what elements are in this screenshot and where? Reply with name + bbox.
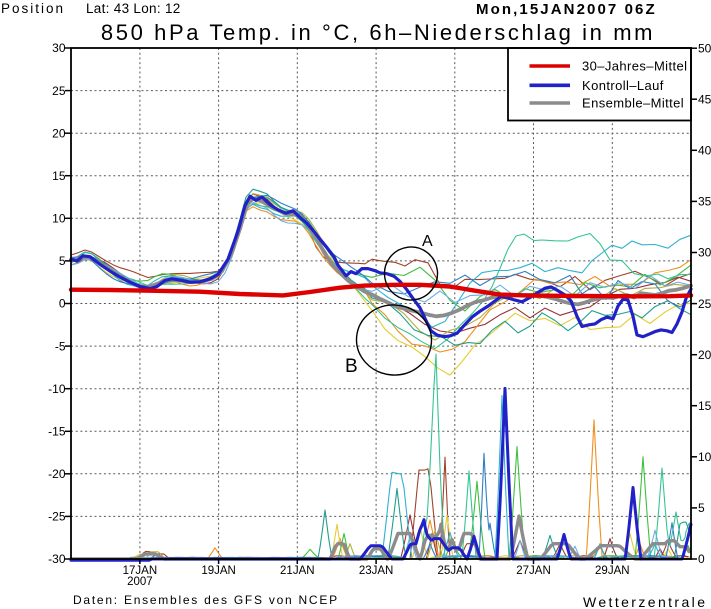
svg-text:Kontroll–Lauf: Kontroll–Lauf (582, 78, 664, 93)
svg-text:0: 0 (59, 297, 66, 311)
svg-text:Wetterzentrale: Wetterzentrale (583, 594, 707, 609)
svg-text:-5: -5 (55, 339, 66, 353)
svg-text:Mon,15JAN2007 06Z: Mon,15JAN2007 06Z (476, 1, 657, 18)
svg-text:19JAN: 19JAN (201, 565, 236, 577)
svg-text:20: 20 (52, 126, 66, 140)
svg-text:20: 20 (698, 348, 711, 362)
svg-text:30: 30 (698, 246, 711, 260)
svg-text:15: 15 (52, 169, 66, 183)
svg-text:29JAN: 29JAN (595, 565, 630, 577)
svg-text:-20: -20 (48, 467, 66, 481)
svg-text:-30: -30 (48, 552, 66, 566)
svg-text:40: 40 (698, 144, 711, 158)
svg-text:30–Jahres–Mittel: 30–Jahres–Mittel (582, 59, 687, 74)
svg-text:Ensemble–Mittel: Ensemble–Mittel (582, 96, 684, 111)
svg-text:5: 5 (59, 254, 66, 268)
svg-text:25: 25 (698, 297, 711, 311)
svg-text:17JAN: 17JAN (123, 565, 158, 577)
svg-text:2007: 2007 (127, 576, 153, 588)
svg-text:21JAN: 21JAN (280, 565, 315, 577)
svg-text:45: 45 (698, 92, 711, 106)
svg-text:Lat: 43 Lon: 12: Lat: 43 Lon: 12 (86, 1, 181, 16)
svg-text:-25: -25 (48, 510, 66, 524)
svg-text:25: 25 (52, 84, 66, 98)
svg-text:50: 50 (698, 41, 711, 55)
svg-text:25JAN: 25JAN (438, 565, 473, 577)
svg-text:30: 30 (52, 41, 66, 55)
svg-text:5: 5 (698, 501, 705, 515)
svg-text:-15: -15 (48, 425, 66, 439)
svg-text:Position: Position (1, 1, 65, 16)
svg-text:10: 10 (52, 212, 66, 226)
svg-text:35: 35 (698, 195, 711, 209)
svg-text:850 hPa Temp. in °C, 6h–Nieder: 850 hPa Temp. in °C, 6h–Niederschlag in … (101, 20, 655, 45)
svg-text:15: 15 (698, 399, 711, 413)
svg-text:-10: -10 (48, 382, 66, 396)
svg-text:Daten: Ensembles des GFS von N: Daten: Ensembles des GFS von NCEP (73, 593, 339, 607)
svg-text:27JAN: 27JAN (516, 565, 551, 577)
svg-text:10: 10 (698, 450, 711, 464)
svg-text:B: B (345, 356, 358, 377)
svg-text:23JAN: 23JAN (359, 565, 394, 577)
svg-text:A: A (422, 233, 433, 250)
svg-text:0: 0 (698, 552, 705, 566)
